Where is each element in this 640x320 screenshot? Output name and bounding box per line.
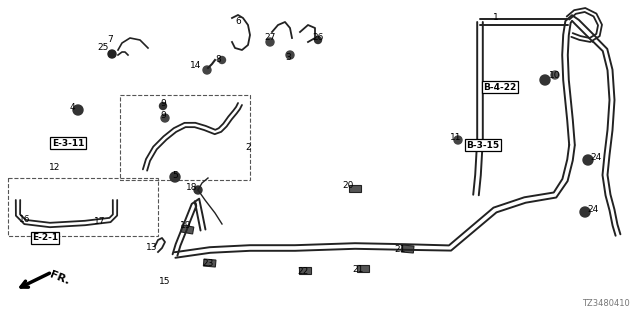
Circle shape — [170, 172, 180, 182]
Text: B-4-22: B-4-22 — [483, 83, 516, 92]
Circle shape — [73, 105, 83, 115]
Circle shape — [314, 36, 321, 44]
Text: 17: 17 — [94, 218, 106, 227]
Text: 10: 10 — [549, 70, 561, 79]
Text: 25: 25 — [97, 43, 109, 52]
Text: 23: 23 — [202, 259, 214, 268]
Circle shape — [108, 50, 116, 58]
Text: 20: 20 — [342, 181, 354, 190]
Text: 24: 24 — [590, 154, 602, 163]
Text: 1: 1 — [493, 13, 499, 22]
Text: 26: 26 — [312, 34, 324, 43]
Text: 13: 13 — [147, 244, 157, 252]
Circle shape — [551, 71, 559, 79]
Circle shape — [161, 114, 169, 122]
Text: 3: 3 — [285, 52, 291, 61]
Bar — [299, 267, 311, 274]
Text: 9: 9 — [160, 110, 166, 119]
Text: 14: 14 — [190, 61, 202, 70]
Text: E-3-11: E-3-11 — [52, 139, 84, 148]
Circle shape — [194, 186, 202, 194]
Circle shape — [454, 136, 462, 144]
Bar — [357, 265, 369, 272]
Text: B-3-15: B-3-15 — [467, 140, 500, 149]
Text: E-2-1: E-2-1 — [32, 234, 58, 243]
Text: 24: 24 — [588, 205, 598, 214]
Text: 7: 7 — [107, 36, 113, 44]
Circle shape — [580, 207, 590, 217]
Text: 4: 4 — [69, 103, 75, 113]
Text: 21: 21 — [352, 266, 364, 275]
Text: 5: 5 — [172, 171, 178, 180]
Circle shape — [583, 155, 593, 165]
Bar — [349, 185, 361, 192]
Text: 9: 9 — [160, 99, 166, 108]
Text: 21: 21 — [394, 245, 406, 254]
Text: 12: 12 — [49, 164, 61, 172]
Text: 8: 8 — [215, 55, 221, 65]
Bar — [401, 245, 414, 253]
Text: 16: 16 — [19, 215, 31, 225]
Bar — [8, 178, 158, 236]
Circle shape — [159, 102, 166, 109]
Circle shape — [540, 75, 550, 85]
Text: 11: 11 — [451, 133, 461, 142]
Text: 18: 18 — [186, 183, 198, 193]
Text: FR.: FR. — [48, 269, 71, 286]
Bar — [204, 259, 216, 267]
Text: 15: 15 — [159, 277, 171, 286]
Text: TZ3480410: TZ3480410 — [582, 299, 630, 308]
Text: 6: 6 — [235, 18, 241, 27]
Bar — [120, 95, 250, 180]
Circle shape — [286, 51, 294, 59]
Circle shape — [203, 66, 211, 74]
Bar — [180, 225, 194, 234]
Text: 2: 2 — [245, 143, 251, 153]
Text: 22: 22 — [298, 268, 308, 276]
Text: 27: 27 — [264, 34, 276, 43]
Circle shape — [266, 38, 274, 46]
Text: 19: 19 — [180, 221, 192, 230]
Circle shape — [218, 57, 225, 63]
